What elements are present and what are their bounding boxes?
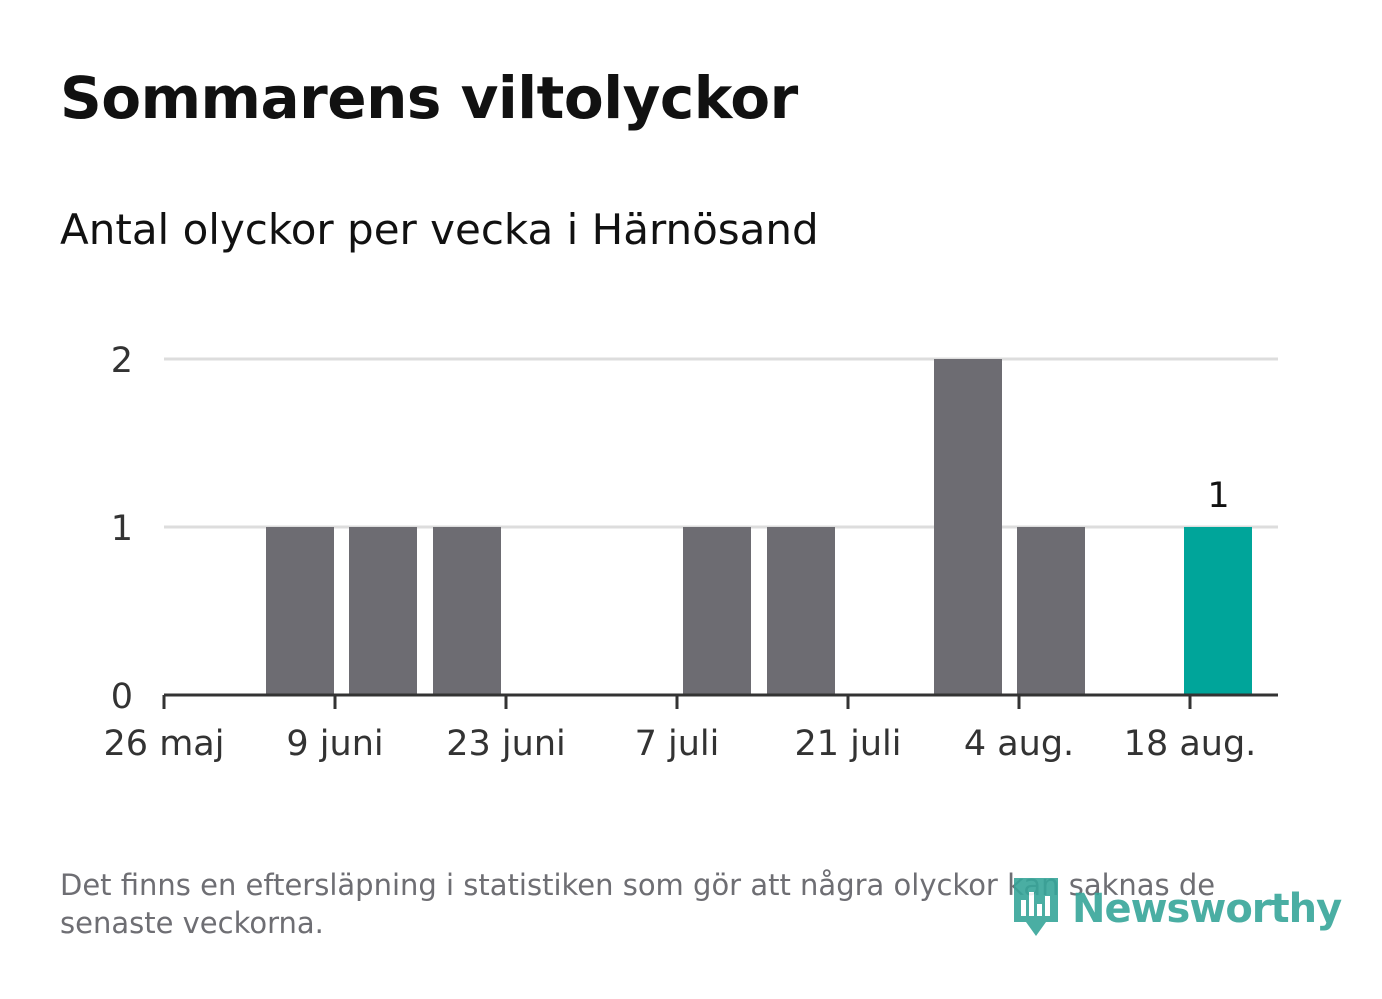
bar [767,527,835,695]
y-tick-label: 0 [111,677,133,717]
x-axis [162,693,1278,709]
bar [349,527,417,695]
x-tick-labels: 26 maj 9 juni 23 juni 7 juli 21 juli 4 aug. 18… [104,724,1257,764]
bar-chart: 0 1 2 26 maj 9 juni 23 juni 7 juli 21 juli 4 au… [104,341,1278,764]
bar [433,527,501,695]
x-tick-label: 21 juli [794,724,901,764]
x-tick-label: 4 aug. [964,724,1074,764]
bar [1017,527,1085,695]
data-labels: 1 [1207,476,1229,516]
x-tick-label: 23 juni [446,724,565,764]
gridlines [164,357,1278,529]
x-tick-label: 18 aug. [1124,724,1257,764]
brand-name: Newsworthy [1072,886,1342,932]
bar-chart-speech-bubble-logo-icon [1010,874,1062,944]
x-tick-label: 26 maj [104,724,225,764]
chart-title: Sommarens viltolyckor [60,64,798,132]
bar [934,359,1002,695]
bar [683,527,751,695]
x-tick-label: 7 juli [635,724,720,764]
y-tick-label: 1 [111,509,133,549]
newsworthy-logo: Newsworthy [1010,874,1342,944]
data-label: 1 [1207,476,1229,516]
bar [266,527,334,695]
y-tick-label: 2 [111,341,133,381]
y-tick-labels: 0 1 2 [111,341,133,717]
x-tick-label: 9 juni [286,724,383,764]
bar-highlight [1184,527,1252,695]
chart-subtitle: Antal olyckor per vecka i Härnösand [60,205,819,254]
bars [266,359,1252,695]
